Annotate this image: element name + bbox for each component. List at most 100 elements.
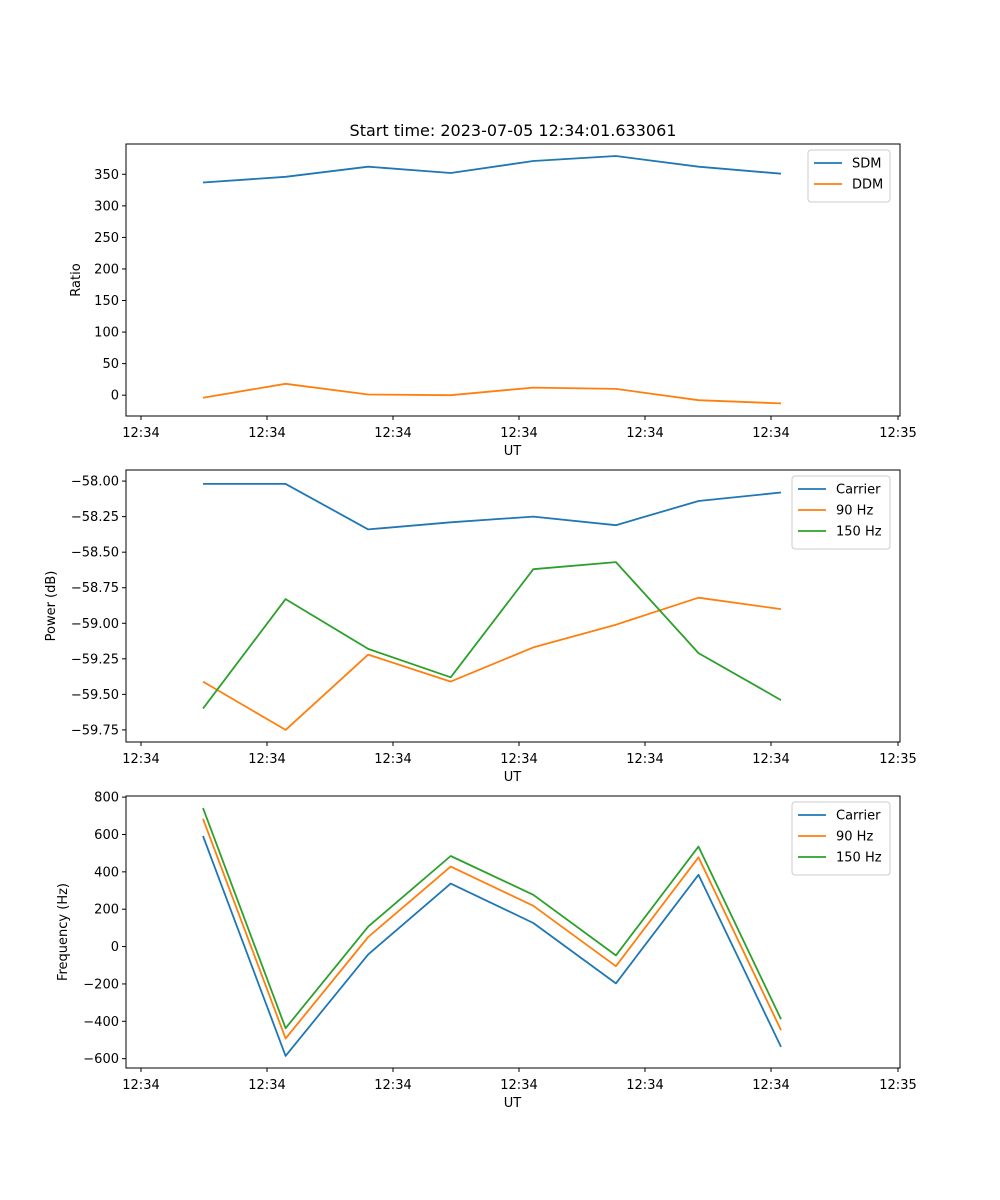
x-tick-label: 12:34	[500, 752, 537, 767]
y-tick: 300	[94, 199, 126, 214]
y-tick: 50	[102, 357, 126, 372]
y-tick-label: 200	[94, 262, 119, 277]
x-tick: 12:35	[879, 1068, 917, 1093]
y-tick: 250	[94, 231, 126, 246]
series-line-150-hz	[202, 561, 782, 710]
y-axis-label: Power (dB)	[44, 571, 59, 642]
x-tick: 12:34	[626, 416, 664, 441]
x-tick-label: 12:34	[374, 752, 411, 767]
y-tick: −58.00	[71, 475, 126, 490]
y-tick: 200	[94, 262, 126, 277]
y-tick-label: −58.25	[71, 510, 119, 525]
x-tick-label: 12:34	[626, 1078, 663, 1093]
y-tick: 400	[94, 865, 126, 880]
x-tick-label: 12:34	[248, 426, 285, 441]
series-line-ddm	[202, 382, 782, 405]
x-tick: 12:34	[752, 742, 790, 767]
y-tick-label: 50	[102, 357, 119, 372]
y-tick: −59.25	[71, 652, 126, 667]
x-tick-label: 12:34	[374, 426, 411, 441]
y-tick-label: 400	[94, 865, 119, 880]
x-tick: 12:34	[248, 1068, 286, 1093]
plots-container: 0 50 100 150 200 250 300 350 12:34 12:34 12:34 12:3…	[44, 143, 917, 1111]
x-tick: 12:34	[248, 416, 286, 441]
y-tick: 150	[94, 294, 126, 309]
y-tick-label: −400	[83, 1015, 119, 1030]
series-line-carrier	[202, 835, 782, 1057]
y-tick: 200	[94, 903, 126, 918]
y-tick-label: 100	[94, 326, 119, 341]
series-line-sdm	[202, 155, 782, 184]
legend-entry: 150 Hz	[836, 851, 882, 866]
x-tick: 12:34	[374, 1068, 412, 1093]
plot-frame	[125, 795, 901, 1069]
plot-frame	[125, 469, 901, 743]
y-tick: −59.00	[71, 617, 126, 632]
y-tick-label: −58.75	[71, 581, 119, 596]
figure-title: Start time: 2023-07-05 12:34:01.633061	[350, 121, 677, 140]
x-tick: 12:34	[374, 742, 412, 767]
x-tick-label: 12:34	[752, 426, 789, 441]
y-tick: −58.75	[71, 581, 126, 596]
y-tick-label: 0	[111, 389, 119, 404]
y-tick: 350	[94, 168, 126, 183]
y-tick: 0	[111, 389, 126, 404]
x-tick-label: 12:34	[248, 1078, 285, 1093]
legend-entry: SDM	[852, 157, 881, 172]
chart-panel-1: 0 50 100 150 200 250 300 350 12:34 12:34 12:34 12:3…	[69, 143, 917, 459]
y-tick-label: 0	[111, 940, 119, 955]
x-tick: 12:34	[626, 742, 664, 767]
legend: SDM DDM	[807, 149, 891, 203]
x-tick: 12:34	[752, 1068, 790, 1093]
x-tick-label: 12:34	[752, 1078, 789, 1093]
y-tick-label: 150	[94, 294, 119, 309]
series-line-90-hz	[202, 818, 782, 1040]
y-tick-label: −58.50	[71, 546, 119, 561]
y-tick-label: 800	[94, 791, 119, 806]
chart-panel-2: −58.00 −58.25 −58.50 −58.75 −59.00 −59.25 −59.…	[44, 469, 917, 785]
legend-entry: 90 Hz	[836, 504, 873, 519]
x-tick-label: 12:34	[122, 1078, 159, 1093]
x-tick: 12:34	[500, 1068, 538, 1093]
y-tick-label: −59.75	[71, 723, 119, 738]
x-tick-label: 12:34	[626, 752, 663, 767]
legend-entry: 90 Hz	[836, 830, 873, 845]
x-tick: 12:34	[122, 416, 160, 441]
x-tick-label: 12:34	[374, 1078, 411, 1093]
y-tick-label: −200	[83, 977, 119, 992]
x-tick-label: 12:34	[122, 426, 159, 441]
series-line-90-hz	[202, 596, 782, 731]
x-tick-label: 12:35	[879, 752, 916, 767]
x-axis-label: UT	[504, 1096, 522, 1111]
y-tick: 600	[94, 828, 126, 843]
y-tick: 100	[94, 326, 126, 341]
legend-entry: DDM	[852, 178, 883, 193]
y-tick: −400	[83, 1015, 126, 1030]
y-tick-label: −600	[83, 1052, 119, 1067]
x-axis-label: UT	[504, 770, 522, 785]
x-tick-label: 12:34	[500, 426, 537, 441]
x-tick: 12:34	[626, 1068, 664, 1093]
y-tick-label: −59.00	[71, 617, 119, 632]
x-tick-label: 12:34	[122, 752, 159, 767]
x-tick-label: 12:35	[879, 1078, 916, 1093]
x-tick: 12:34	[500, 742, 538, 767]
x-tick-label: 12:34	[626, 426, 663, 441]
x-tick-label: 12:35	[879, 426, 916, 441]
y-tick-label: −59.25	[71, 652, 119, 667]
legend: Carrier 90 Hz 150 Hz	[791, 801, 891, 876]
y-tick-label: −58.00	[71, 475, 119, 490]
legend-entry: Carrier	[836, 809, 881, 824]
y-tick: −58.50	[71, 546, 126, 561]
y-tick: 800	[94, 791, 126, 806]
y-tick-label: 600	[94, 828, 119, 843]
y-axis-label: Frequency (Hz)	[56, 883, 71, 981]
legend-entry: 150 Hz	[836, 525, 882, 540]
x-tick-label: 12:34	[752, 752, 789, 767]
y-tick-label: 350	[94, 168, 119, 183]
legend-entry: Carrier	[836, 483, 881, 498]
x-tick-label: 12:34	[500, 1078, 537, 1093]
series-line-150-hz	[202, 807, 782, 1030]
